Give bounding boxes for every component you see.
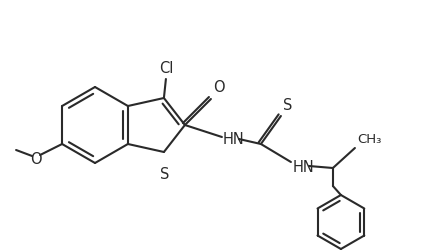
Text: HN: HN <box>293 159 315 174</box>
Text: HN: HN <box>223 132 245 147</box>
Text: O: O <box>213 80 224 94</box>
Text: CH₃: CH₃ <box>357 133 381 145</box>
Text: S: S <box>160 166 169 181</box>
Text: O: O <box>30 151 42 166</box>
Text: S: S <box>283 98 292 113</box>
Text: Cl: Cl <box>159 61 173 76</box>
